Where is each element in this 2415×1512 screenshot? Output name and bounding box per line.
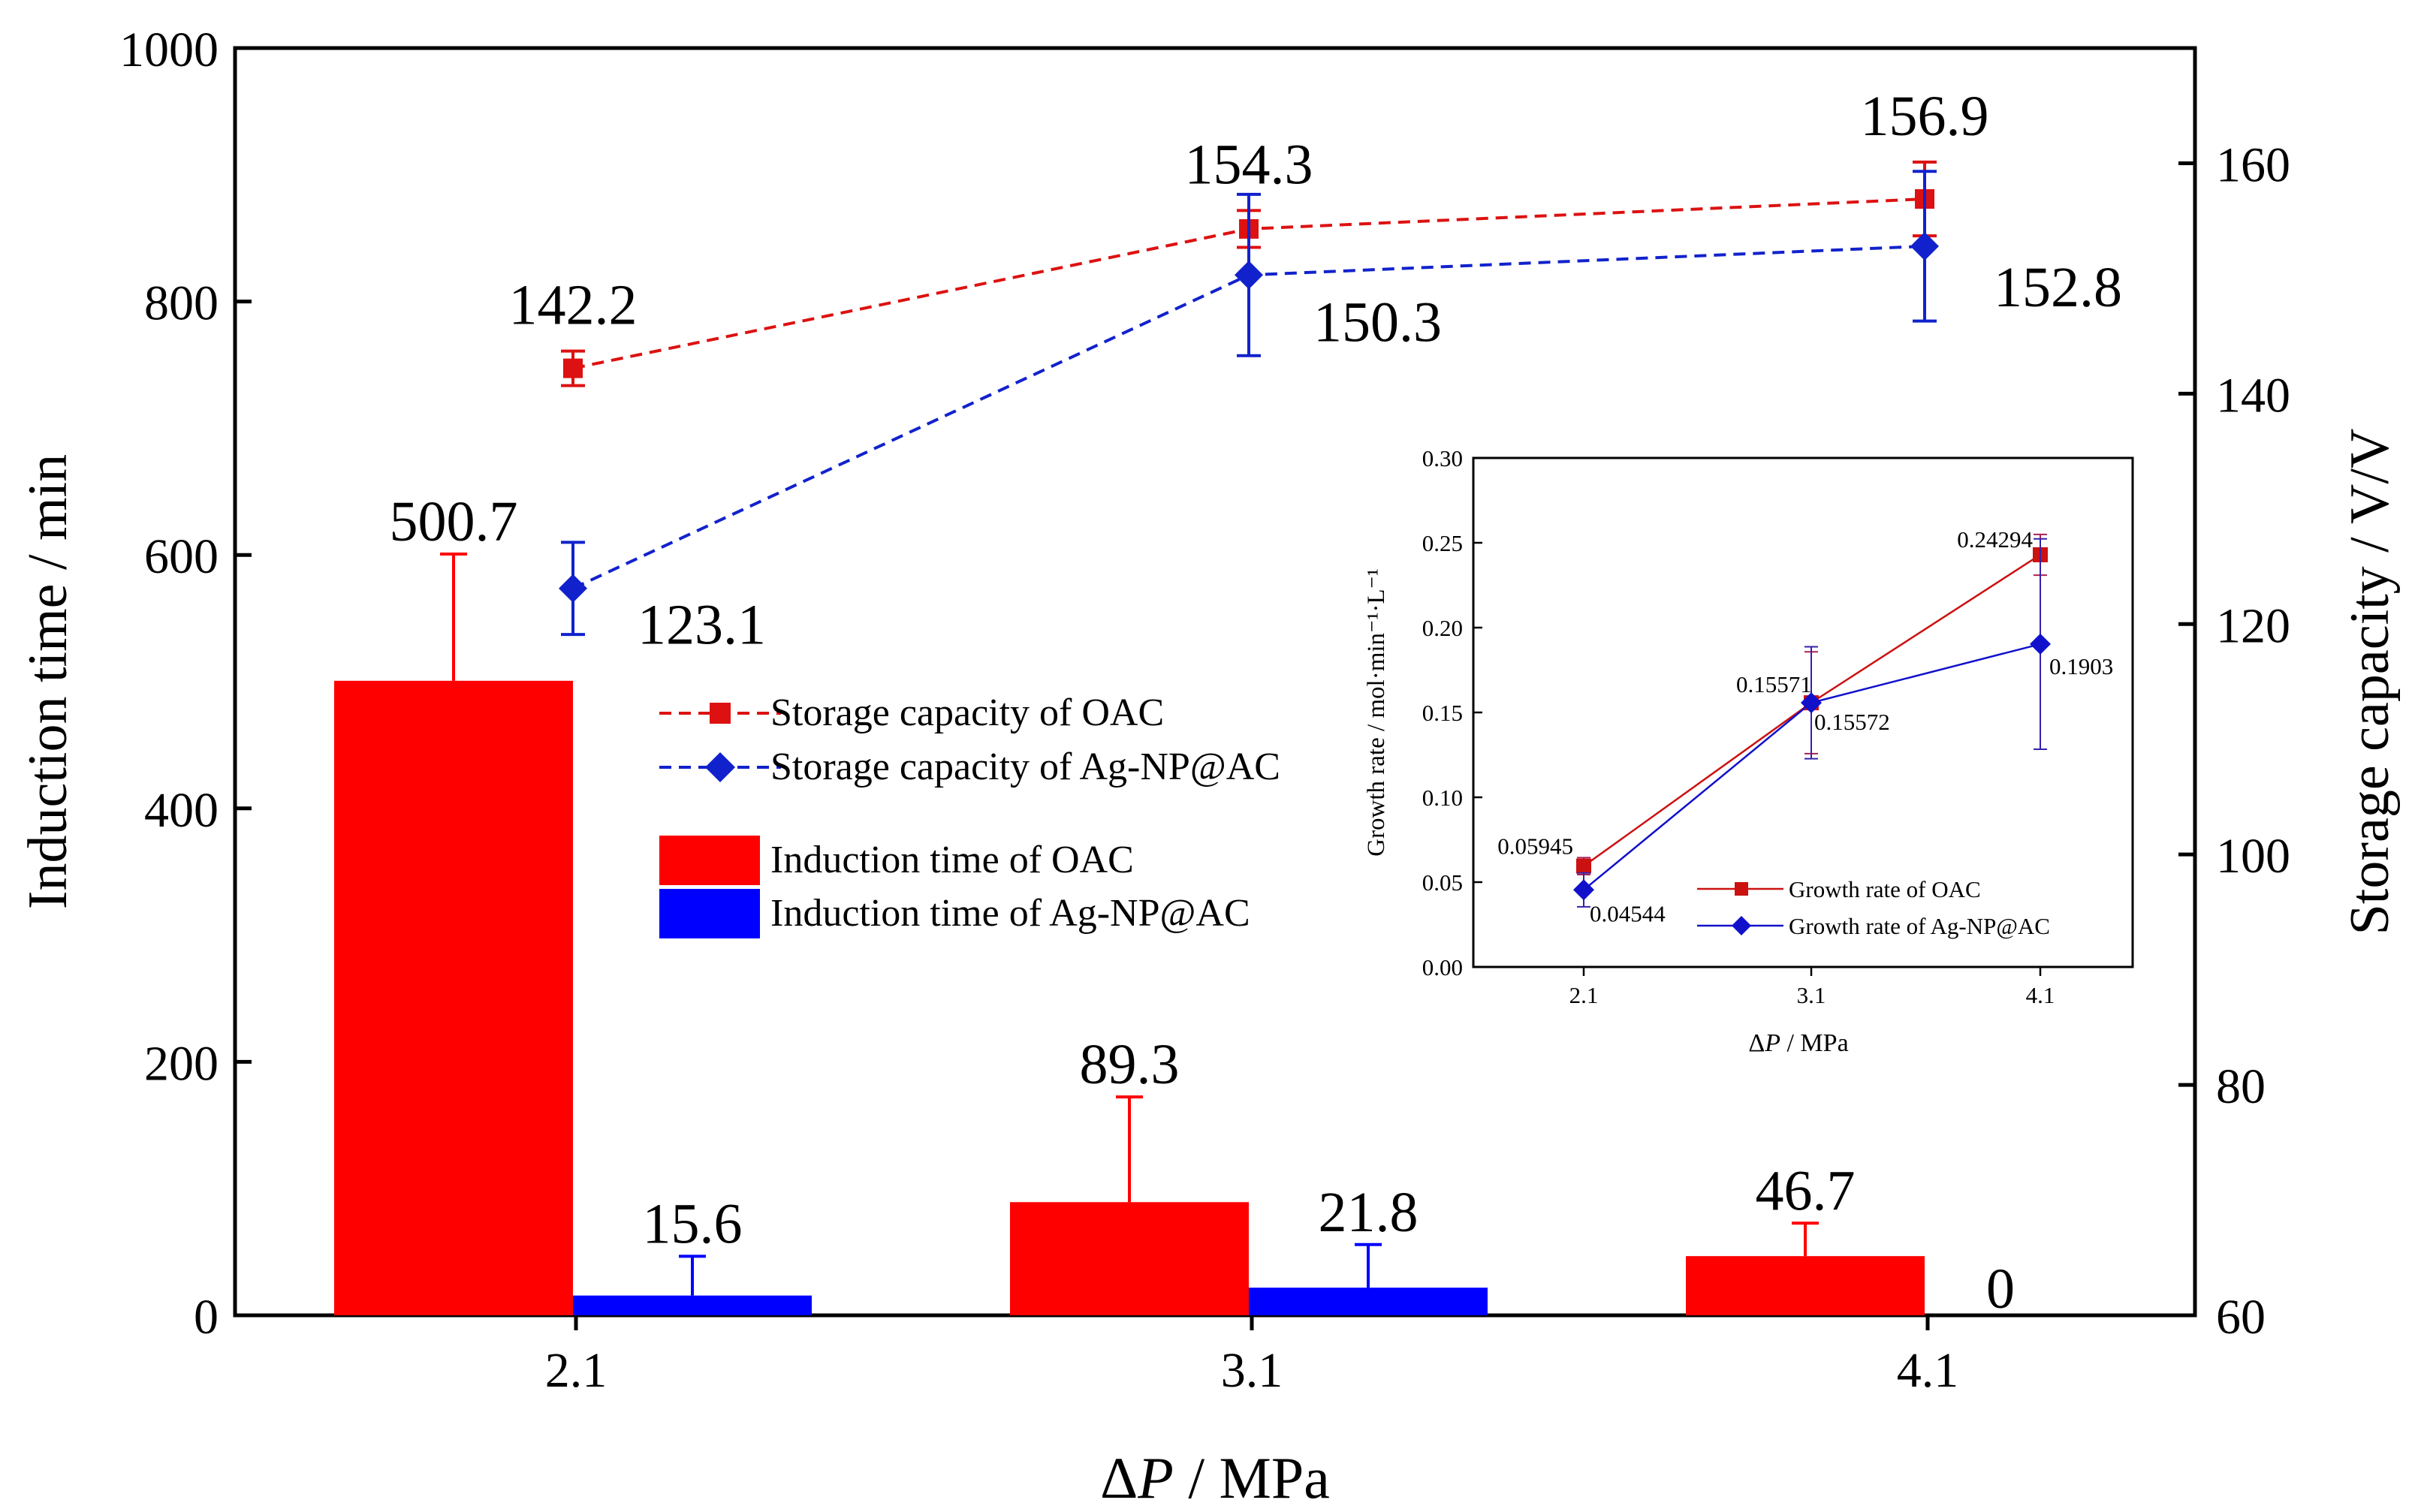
main-x-axis-title: ΔP / MPa [1100,1445,1330,1510]
data-label: 150.3 [1313,291,1442,354]
bar [1010,1202,1249,1315]
legend-marker-oac-storage [710,703,731,724]
inset-data-label: 0.1903 [2049,653,2113,679]
y-tick-label: 1000 [119,23,219,77]
inset-x-tick-label: 4.1 [2026,982,2055,1008]
legend-label-ag-storage: Storage capacity of Ag-NP@AC [770,745,1280,788]
bar [334,680,573,1315]
data-point [559,574,587,603]
y2-tick-label: 100 [2216,829,2290,884]
legend-label-oac-induction: Induction time of OAC [770,839,1134,881]
inset-data-label: 0.15571 [1736,671,1812,697]
y-tick-label: 0 [194,1290,219,1345]
legend-label-ag-induction: Induction time of Ag-NP@AC [770,892,1250,935]
inset-y-tick-label: 0.00 [1422,954,1463,980]
inset-data-label: 0.05945 [1497,833,1573,860]
data-label: 0 [1986,1257,2015,1321]
inset-data-point [2030,633,2051,655]
legend-swatch-ag-induction [659,889,760,938]
inset-y-tick-label: 0.15 [1422,700,1463,726]
inset-data-point [1573,879,1594,901]
data-label: 154.3 [1185,133,1313,196]
data-label: 123.1 [638,594,766,657]
inset-data-point [1801,692,1822,714]
x-tick-label: 2.1 [545,1343,608,1398]
inset-data-label: 0.04544 [1590,900,1666,926]
y-tick-label: 800 [144,276,219,331]
legend-marker-ag-storage [705,752,735,782]
data-label: 142.2 [509,274,638,337]
main-y-axis-title: Induction time / min [17,454,79,909]
data-point [1910,231,1939,261]
legend-label-oac-storage: Storage capacity of OAC [770,691,1164,734]
data-label: 152.8 [1994,256,2122,319]
inset-x-axis-title-var: P [1764,1029,1780,1057]
y-tick-label: 600 [144,529,219,584]
inset-y-tick-label: 0.30 [1422,445,1463,471]
y-tick-label: 200 [144,1036,219,1091]
x-tick-label: 3.1 [1221,1343,1283,1398]
inset-data-label: 0.24294 [1957,526,2033,553]
inset-y-tick-label: 0.05 [1422,869,1463,896]
data-point [563,358,583,378]
main-x-axis-title-prefix: Δ [1100,1445,1138,1510]
main-x-axis-title-unit: / MPa [1174,1445,1330,1510]
inset-legend-label-oac: Growth rate of OAC [1789,876,1981,902]
y2-tick-label: 140 [2216,368,2290,423]
inset-data-point [1576,858,1591,874]
data-label: 21.8 [1319,1181,1419,1244]
inset-x-tick-label: 3.1 [1797,982,1826,1008]
inset-y-tick-label: 0.10 [1422,785,1463,811]
main-legend: Storage capacity of OAC Storage capacity… [659,691,1280,938]
inset-legend: Growth rate of OAC Growth rate of Ag-NP@… [1697,876,2050,939]
y-tick-label: 400 [144,783,219,838]
data-label: 500.7 [390,490,518,553]
y2-tick-label: 80 [2216,1059,2266,1114]
data-point [1235,261,1263,290]
y2-tick-label: 60 [2216,1290,2266,1345]
inset-x-axis-title: ΔP / MPa [1748,1029,1848,1057]
inset-y-axis-title: Growth rate / mol·min⁻¹·L⁻¹ [1363,568,1390,857]
inset-data-label: 0.15572 [1814,709,1890,735]
inset-x-axis-title-prefix: Δ [1748,1029,1765,1057]
inset-legend-marker-ag [1732,916,1751,935]
x-tick-label: 4.1 [1897,1343,1959,1398]
data-label: 46.7 [1756,1159,1856,1222]
inset-y-tick-label: 0.25 [1422,530,1463,556]
data-label: 156.9 [1861,85,1989,148]
bar [1686,1256,1925,1315]
inset-x-tick-label: 2.1 [1569,982,1599,1008]
y2-tick-label: 160 [2216,137,2290,192]
legend-swatch-oac-induction [659,836,760,885]
data-label: 15.6 [643,1192,743,1255]
bar [1249,1288,1488,1315]
bar [573,1295,812,1315]
inset-y-tick-label: 0.20 [1422,615,1463,641]
inset-x-axis-title-unit: / MPa [1780,1029,1849,1057]
data-label: 89.3 [1080,1033,1180,1096]
inset-legend-marker-oac [1735,882,1748,896]
y2-tick-label: 120 [2216,598,2290,653]
main-x-axis-title-var: P [1137,1445,1174,1510]
main-y2-axis-title: Storage capacity / V/V [2339,429,2401,935]
inset-legend-label-ag: Growth rate of Ag-NP@AC [1789,913,2050,939]
